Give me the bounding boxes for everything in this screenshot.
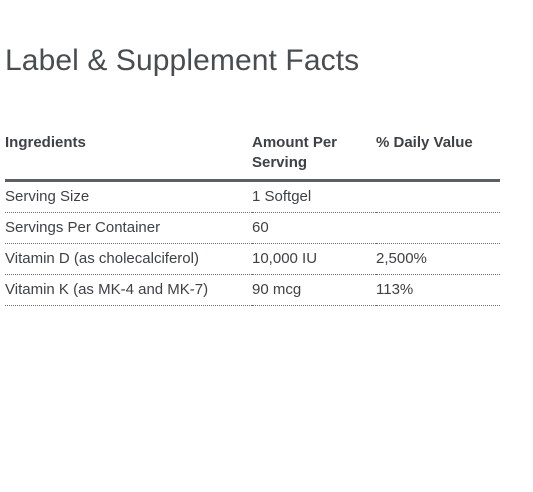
cell-daily-value: 113%	[376, 274, 500, 306]
table-row: Vitamin K (as MK-4 and MK-7) 90 mcg 113%	[5, 274, 500, 306]
table-header-row: Ingredients Amount Per Serving % Daily V…	[5, 132, 500, 182]
table-row: Servings Per Container 60	[5, 212, 500, 244]
page-title: Label & Supplement Facts	[5, 44, 360, 77]
table-row: Serving Size 1 Softgel	[5, 180, 500, 213]
cell-ingredient: Servings Per Container	[5, 212, 252, 244]
header-amount-line2: Serving	[252, 154, 308, 171]
cell-amount: 1 Softgel	[252, 180, 376, 213]
table-row: Vitamin D (as cholecalciferol) 10,000 IU…	[5, 243, 500, 275]
header-amount-line1: Amount Per	[252, 134, 338, 151]
cell-amount: 60	[252, 212, 376, 244]
cell-ingredient: Vitamin K (as MK-4 and MK-7)	[5, 274, 252, 306]
header-ingredients: Ingredients	[5, 132, 252, 182]
cell-ingredient: Serving Size	[5, 180, 252, 213]
cell-amount: 10,000 IU	[252, 243, 376, 275]
cell-daily-value	[376, 212, 500, 244]
cell-daily-value	[376, 180, 500, 213]
cell-ingredient: Vitamin D (as cholecalciferol)	[5, 243, 252, 275]
cell-daily-value: 2,500%	[376, 243, 500, 275]
supplement-facts-table: Ingredients Amount Per Serving % Daily V…	[5, 132, 500, 306]
header-amount-per-serving: Amount Per Serving	[252, 132, 376, 182]
header-daily-value: % Daily Value	[376, 132, 500, 182]
cell-amount: 90 mcg	[252, 274, 376, 306]
